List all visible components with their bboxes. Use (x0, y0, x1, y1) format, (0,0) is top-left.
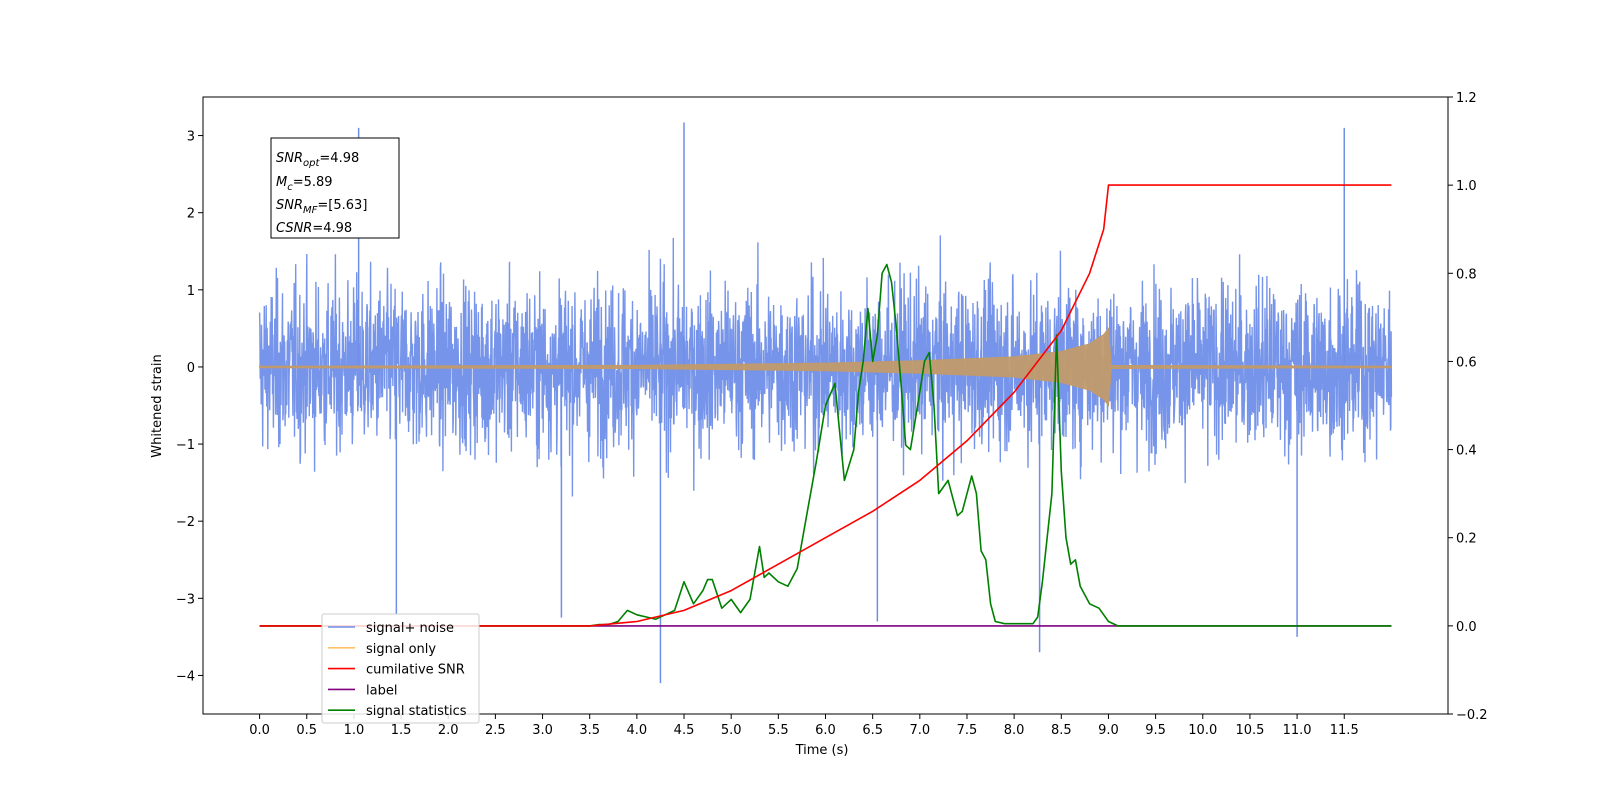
y-axis-left-ticks: 3 2 1 0 −1 −2 −3 −4 (176, 130, 203, 684)
y-right-tick-label: 0.4 (1456, 444, 1477, 459)
x-tick-label: 8.0 (1004, 723, 1025, 738)
legend: signal+ noise signal only cumilative SNR la… (321, 613, 480, 724)
x-tick-label: 4.5 (674, 723, 695, 738)
x-tick-label: 10.0 (1188, 723, 1217, 738)
x-tick-label: 2.0 (438, 723, 459, 738)
x-tick-label: 8.5 (1051, 723, 1072, 738)
x-tick-label: 6.0 (815, 723, 836, 738)
signal-plus-noise-line (258, 235, 1393, 497)
x-tick-label: 0.5 (296, 723, 317, 738)
legend-label-signal-only: signal only (366, 642, 436, 657)
x-tick-label: 9.0 (1098, 723, 1119, 738)
snr-mf-text: SNRMF=[5.63] (276, 198, 367, 216)
csnr-text: CSNR=4.98 (276, 221, 352, 236)
x-tick-label: 7.0 (909, 723, 930, 738)
y-right-tick-label: 0.6 (1456, 355, 1477, 370)
legend-frame (321, 613, 480, 724)
series-cumilative-snr-line (259, 184, 1392, 627)
series-signal-statistics-line (259, 263, 1392, 627)
x-tick-label: 3.0 (532, 723, 553, 738)
y-right-tick-label: 1.0 (1456, 179, 1477, 194)
y-right-tick-label: 0.8 (1456, 267, 1477, 282)
y-right-tick-label: −0.2 (1456, 708, 1488, 723)
y-left-tick-label: −4 (176, 669, 195, 684)
x-tick-label: 2.5 (485, 723, 506, 738)
y-left-tick-label: −1 (176, 438, 195, 453)
x-tick-label: 3.5 (579, 723, 600, 738)
x-tick-label: 5.0 (721, 723, 742, 738)
x-tick-label: 0.0 (249, 723, 270, 738)
y-axis-label: Whitened strain (150, 354, 165, 457)
snr-info-box: SNRopt=4.98 Mc=5.89 SNRMF=[5.63] CSNR=4.… (270, 137, 400, 239)
snr-opt-text: SNRopt=4.98 (276, 151, 359, 169)
x-tick-label: 1.0 (344, 723, 365, 738)
y-left-tick-label: −2 (176, 515, 195, 530)
legend-label-signal-statistics: signal statistics (366, 704, 467, 719)
y-left-tick-label: −3 (176, 592, 195, 607)
x-tick-label: 9.5 (1145, 723, 1166, 738)
x-tick-label: 7.5 (957, 723, 978, 738)
info-box-frame (270, 137, 400, 239)
y-right-tick-label: 0.2 (1456, 532, 1477, 547)
y-left-tick-label: 0 (187, 361, 195, 376)
y-right-tick-label: 0.0 (1456, 620, 1477, 635)
legend-label-cumilative-snr: cumilative SNR (366, 663, 465, 678)
y-left-tick-label: 2 (187, 207, 195, 222)
mc-text: Mc=5.89 (276, 175, 333, 193)
x-tick-label: 5.5 (768, 723, 789, 738)
series-signal-plus-noise (258, 122, 1393, 684)
x-tick-label: 1.5 (391, 723, 412, 738)
x-axis-ticks: 0.0 0.5 1.0 1.5 2.0 2.5 3.0 3.5 4.0 4.5 5.0 5.5 6.0 6… (249, 714, 1359, 738)
series-signal-only (259, 327, 1392, 407)
y-axis-right-ticks: 1.2 1.0 0.8 0.6 0.4 0.2 0.0 −0.2 (1448, 91, 1488, 723)
x-tick-label: 11.0 (1283, 723, 1312, 738)
x-tick-label: 4.0 (627, 723, 648, 738)
legend-label-signal-noise: signal+ noise (366, 621, 454, 636)
x-tick-label: 6.5 (862, 723, 883, 738)
x-axis-label: Time (s) (795, 743, 849, 758)
y-right-tick-label: 1.2 (1456, 91, 1477, 106)
x-tick-label: 10.5 (1235, 723, 1264, 738)
y-left-tick-label: 3 (187, 130, 195, 145)
signal-only-envelope (259, 327, 1392, 407)
legend-label-label: label (366, 683, 397, 698)
y-left-tick-label: 1 (187, 284, 195, 299)
x-tick-label: 11.5 (1330, 723, 1359, 738)
